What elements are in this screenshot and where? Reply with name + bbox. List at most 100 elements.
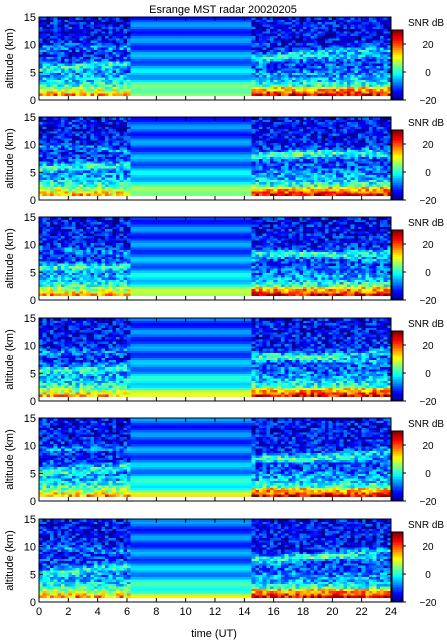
- heatmap-cell: [145, 63, 150, 67]
- heatmap-cell: [97, 72, 102, 76]
- heatmap-cell: [72, 79, 77, 83]
- heatmap-cell: [97, 79, 102, 83]
- heatmap-cell: [50, 86, 55, 90]
- heatmap-cell: [68, 65, 73, 69]
- heatmap-cell: [90, 67, 95, 71]
- heatmap-cell: [39, 72, 44, 76]
- heatmap-cell: [72, 74, 77, 78]
- heatmap-cell: [130, 65, 135, 69]
- heatmap-cell: [50, 21, 55, 25]
- heatmap-cell: [123, 44, 128, 48]
- heatmap-cell: [39, 40, 44, 43]
- heatmap-cell: [90, 23, 95, 27]
- heatmap-cell: [127, 53, 132, 57]
- heatmap-cell: [105, 63, 110, 67]
- heatmap-cell: [53, 74, 58, 78]
- heatmap-cell: [64, 76, 69, 80]
- heatmap-cell: [119, 19, 124, 23]
- heatmap-cell: [72, 33, 77, 37]
- heatmap-cell: [86, 49, 91, 53]
- heatmap-cell: [61, 76, 66, 80]
- heatmap-cell: [94, 37, 99, 41]
- heatmap-cell: [53, 51, 58, 55]
- heatmap-cell: [64, 28, 69, 32]
- heatmap-cell: [53, 60, 58, 64]
- heatmap-cell: [94, 46, 99, 50]
- heatmap-cell: [90, 70, 95, 73]
- heatmap-cell: [116, 56, 121, 60]
- heatmap-cell: [97, 88, 102, 92]
- heatmap-cell: [97, 81, 102, 85]
- heatmap-cell: [75, 70, 80, 73]
- heatmap-cell: [72, 72, 77, 76]
- heatmap-cell: [68, 90, 73, 94]
- heatmap-cell: [42, 33, 47, 37]
- heatmap-cell: [138, 86, 143, 90]
- heatmap-cell: [130, 40, 135, 43]
- heatmap-cell: [105, 19, 110, 23]
- heatmap-cell: [57, 26, 62, 30]
- heatmap-cell: [112, 28, 117, 32]
- heatmap-cell: [42, 46, 47, 50]
- heatmap-cell: [75, 26, 80, 30]
- heatmap-cell: [112, 33, 117, 37]
- heatmap-cell: [116, 88, 121, 92]
- heatmap-cell: [127, 74, 132, 78]
- heatmap-cell: [119, 86, 124, 90]
- heatmap-cell: [112, 49, 117, 53]
- heatmap-cell: [108, 40, 113, 43]
- heatmap-cell: [72, 65, 77, 69]
- heatmap-cell: [42, 40, 47, 43]
- heatmap-cell: [72, 21, 77, 25]
- heatmap-cell: [108, 42, 113, 46]
- heatmap-cell: [141, 51, 146, 55]
- heatmap-cell: [39, 93, 44, 96]
- heatmap-cells: [39, 17, 392, 96]
- heatmap-cell: [57, 53, 62, 57]
- heatmap-cell: [75, 28, 80, 32]
- heatmap-cell: [123, 28, 128, 32]
- heatmap-cell: [64, 26, 69, 30]
- heatmap-cell: [68, 19, 73, 23]
- heatmap-cell: [112, 70, 117, 73]
- colorbar-tick-label: 0: [425, 68, 431, 79]
- heatmap-cell: [72, 23, 77, 27]
- heatmap-cell: [79, 30, 84, 34]
- heatmap-cell: [39, 76, 44, 80]
- heatmap-cell: [53, 17, 58, 20]
- heatmap-cell: [75, 65, 80, 69]
- heatmap-cell: [57, 90, 62, 94]
- heatmap-cell: [83, 17, 88, 20]
- heatmap-cell: [42, 53, 47, 57]
- heatmap-cell: [64, 46, 69, 50]
- heatmap-cell: [68, 23, 73, 27]
- heatmap-cell: [105, 21, 110, 25]
- heatmap-cell: [94, 44, 99, 48]
- heatmap-cell: [119, 17, 124, 20]
- heatmap-cell: [57, 72, 62, 76]
- heatmap-cell: [72, 67, 77, 71]
- heatmap-cell: [127, 51, 132, 55]
- heatmap-cell: [141, 17, 146, 20]
- heatmap-cell: [39, 90, 44, 94]
- heatmap-cell: [108, 93, 113, 96]
- heatmap-cell: [134, 46, 139, 50]
- heatmap-cell: [68, 26, 73, 30]
- heatmap-cell: [149, 88, 154, 92]
- heatmap-cell: [75, 23, 80, 27]
- heatmap-cell: [119, 60, 124, 64]
- heatmap-cell: [112, 83, 117, 87]
- heatmap-cell: [50, 72, 55, 76]
- heatmap-cell: [138, 76, 143, 80]
- heatmap-cell: [64, 49, 69, 53]
- y-axis-label: altitude (km): [4, 28, 16, 89]
- heatmap-cell: [123, 53, 128, 57]
- heatmap-cell: [123, 67, 128, 71]
- heatmap-cell: [42, 37, 47, 41]
- heatmap-cell: [141, 72, 146, 76]
- heatmap-cell: [127, 79, 132, 83]
- heatmap-cell: [123, 72, 128, 76]
- heatmap-cell: [46, 56, 51, 60]
- heatmap-cell: [39, 67, 44, 71]
